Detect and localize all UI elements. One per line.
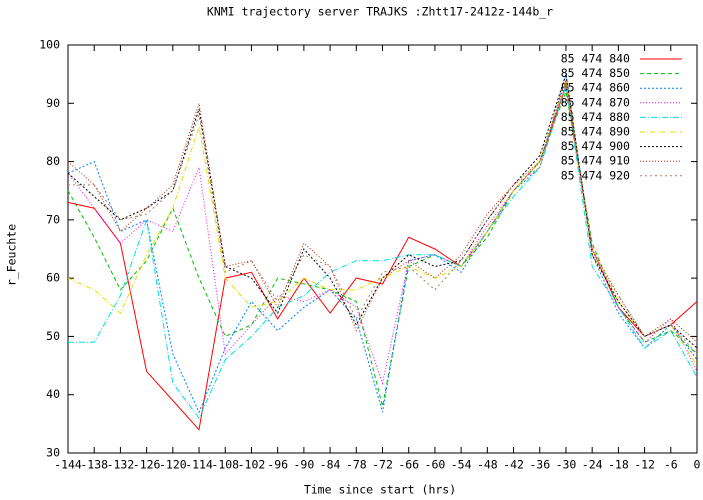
series-line	[67, 79, 698, 366]
x-tick-label: -84	[320, 458, 341, 472]
x-tick-label: -12	[634, 458, 655, 472]
legend-label: 85 474 880	[561, 110, 630, 124]
legend-label: 85 474 920	[561, 168, 630, 182]
y-tick-label: 60	[46, 271, 60, 285]
x-tick-label: -114	[185, 458, 213, 472]
legend-label: 85 474 850	[561, 66, 630, 80]
y-tick-label: 90	[46, 96, 60, 110]
x-tick-label: -90	[293, 458, 314, 472]
y-tick-label: 100	[39, 38, 60, 52]
x-tick-label: -60	[425, 458, 446, 472]
x-tick-label: -144	[54, 458, 82, 472]
x-tick-label: -42	[503, 458, 524, 472]
x-tick-label: -54	[451, 458, 472, 472]
x-tick-label: -72	[372, 458, 393, 472]
y-axis-label: r_Feuchte	[5, 224, 19, 286]
x-tick-label: -48	[477, 458, 498, 472]
x-tick-label: -36	[529, 458, 550, 472]
chart-title: KNMI trajectory server TRAJKS :Zhtt17-24…	[207, 5, 553, 19]
legend-label: 85 474 860	[561, 81, 630, 95]
x-tick-label: -126	[133, 458, 161, 472]
legend-label: 85 474 910	[561, 154, 630, 168]
x-tick-label: -18	[608, 458, 629, 472]
series-line	[67, 85, 698, 431]
y-tick-label: 50	[46, 329, 60, 343]
x-tick-label: -24	[582, 458, 603, 472]
legend-label: 85 474 870	[561, 95, 630, 109]
x-tick-label: -96	[267, 458, 288, 472]
y-tick-label: 70	[46, 212, 60, 226]
x-tick-label: -6	[664, 458, 678, 472]
series-line	[68, 85, 698, 419]
x-axis-label: Time since start (hrs)	[304, 483, 456, 497]
x-tick-label: -30	[556, 458, 577, 472]
series-line	[68, 85, 698, 355]
x-tick-label: -66	[398, 458, 419, 472]
y-tick-label: 30	[46, 446, 60, 460]
series-line	[67, 79, 698, 385]
y-tick-label: 80	[46, 154, 60, 168]
legend-label: 85 474 890	[561, 125, 630, 139]
legend-label: 85 474 900	[561, 139, 630, 153]
x-tick-label: -108	[211, 458, 239, 472]
series-line	[67, 73, 698, 349]
x-tick-label: -132	[107, 458, 135, 472]
x-tick-label: -138	[80, 458, 108, 472]
y-tick-label: 40	[46, 387, 60, 401]
x-tick-label: -120	[159, 458, 187, 472]
x-tick-label: -102	[238, 458, 266, 472]
x-tick-label: -78	[346, 458, 367, 472]
legend-label: 85 474 840	[561, 52, 630, 66]
x-tick-label: 0	[694, 458, 701, 472]
